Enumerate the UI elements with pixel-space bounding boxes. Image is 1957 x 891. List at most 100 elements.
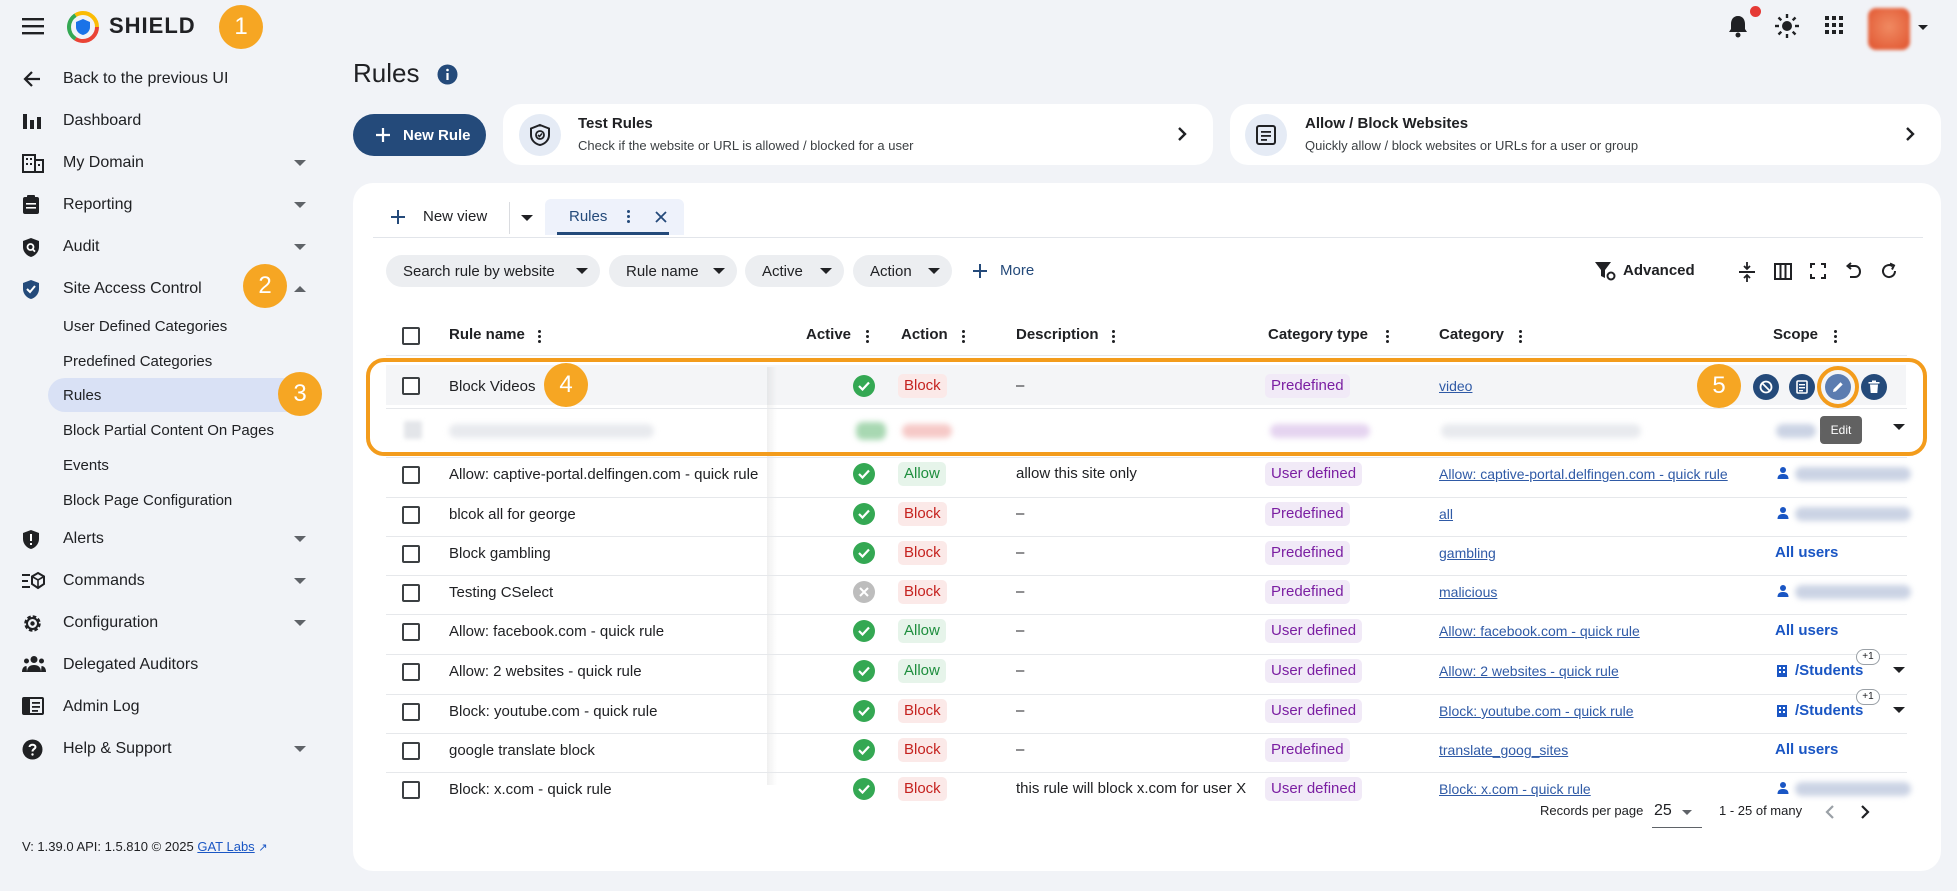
prev-page-icon[interactable] <box>1825 804 1835 820</box>
sidebar-item-configuration[interactable]: Configuration <box>0 604 330 642</box>
category-link[interactable]: Allow: 2 websites - quick rule <box>1439 663 1619 679</box>
category-link[interactable]: translate_goog_sites <box>1439 742 1569 758</box>
sidebar-item-audit[interactable]: Audit <box>0 228 330 266</box>
avatar[interactable] <box>1868 8 1910 50</box>
sidebar-sub-user-defined-categories[interactable]: User Defined Categories <box>63 318 228 335</box>
sidebar-item-dashboard[interactable]: Dashboard <box>0 102 330 140</box>
refresh-icon[interactable] <box>1880 262 1898 280</box>
category-link[interactable]: gambling <box>1439 545 1496 561</box>
scope-label[interactable]: All users <box>1775 622 1839 639</box>
row-divider <box>386 654 1907 655</box>
column-menu-icon[interactable] <box>1834 330 1838 344</box>
row-checkbox[interactable] <box>402 623 420 641</box>
undo-icon[interactable] <box>1844 262 1862 280</box>
sidebar-item-delegated-auditors[interactable]: Delegated Auditors <box>0 646 330 684</box>
avatar-caret-icon[interactable] <box>1918 25 1928 30</box>
sidebar-sub-predefined-categories[interactable]: Predefined Categories <box>63 353 213 370</box>
row-checkbox[interactable] <box>402 742 420 760</box>
column-menu-icon[interactable] <box>1112 330 1116 344</box>
sidebar-item-site-access-control[interactable]: Site Access Control <box>0 270 330 308</box>
advanced-filter-button[interactable]: Advanced <box>1594 260 1698 284</box>
scope-label[interactable]: All users <box>1775 544 1839 561</box>
sidebar-item-commands[interactable]: Commands <box>0 562 330 600</box>
log-icon <box>22 697 44 719</box>
sidebar-item-help-support[interactable]: Help & Support <box>0 730 330 768</box>
category-link[interactable]: Block: youtube.com - quick rule <box>1439 703 1634 719</box>
gat-labs-link[interactable]: GAT Labs <box>197 839 255 854</box>
column-menu-icon[interactable] <box>1386 330 1390 344</box>
new-rule-button[interactable]: New Rule <box>353 114 486 156</box>
info-icon[interactable] <box>437 64 458 85</box>
back-to-previous-ui[interactable]: Back to the previous UI <box>0 60 330 98</box>
col-header-description[interactable]: Description <box>1016 326 1099 343</box>
category-link[interactable]: malicious <box>1439 584 1498 600</box>
records-per-page-select[interactable]: 25 <box>1652 798 1702 828</box>
chevron-down-icon[interactable] <box>1893 424 1905 430</box>
category-link[interactable]: video <box>1439 378 1473 394</box>
row-checkbox[interactable] <box>402 506 420 524</box>
chevron-down-icon[interactable] <box>1893 667 1905 673</box>
allow-block-websites-card[interactable]: Allow / Block Websites Quickly allow / b… <box>1230 104 1941 165</box>
sidebar-item-admin-log[interactable]: Admin Log <box>0 688 330 726</box>
disable-rule-icon[interactable] <box>1753 374 1779 400</box>
column-menu-icon[interactable] <box>866 330 870 344</box>
sidebar-sub-block-page-configuration[interactable]: Block Page Configuration <box>63 492 233 509</box>
tab-rules[interactable]: Rules <box>545 199 684 235</box>
row-divider <box>386 733 1907 734</box>
col-header-rule-name[interactable]: Rule name <box>449 326 525 343</box>
filter-search-rule-by-website[interactable]: Search rule by website <box>386 255 600 287</box>
column-menu-icon[interactable] <box>538 330 542 344</box>
commands-icon <box>22 571 45 593</box>
sidebar-item-my-domain[interactable]: My Domain <box>0 144 330 182</box>
row-checkbox[interactable] <box>402 377 420 395</box>
col-header-category[interactable]: Category <box>1439 326 1505 343</box>
row-checkbox[interactable] <box>402 466 420 484</box>
external-link-icon: ↗ <box>258 842 268 854</box>
sidebar-sub-block-partial-content[interactable]: Block Partial Content On Pages <box>63 422 274 439</box>
select-all-checkbox[interactable] <box>402 327 420 345</box>
notifications-bell-icon[interactable] <box>1727 14 1749 38</box>
column-menu-icon[interactable] <box>1519 330 1523 344</box>
chevron-down-icon[interactable] <box>1893 707 1905 713</box>
action-badge: Allow <box>898 462 946 486</box>
col-header-category-type[interactable]: Category type <box>1268 326 1369 343</box>
col-header-action[interactable]: Action <box>901 326 948 343</box>
scope-label[interactable]: All users <box>1775 741 1839 758</box>
row-checkbox[interactable] <box>402 663 420 681</box>
columns-icon[interactable] <box>1774 263 1792 280</box>
scope-label[interactable]: /Students <box>1795 662 1864 679</box>
category-link[interactable]: Allow: facebook.com - quick rule <box>1439 623 1640 639</box>
sidebar-item-alerts[interactable]: Alerts <box>0 520 330 558</box>
row-checkbox[interactable] <box>402 545 420 563</box>
more-vert-icon[interactable] <box>627 210 630 223</box>
row-divider <box>386 694 1907 695</box>
row-checkbox[interactable] <box>402 781 420 799</box>
view-dropdown-icon[interactable] <box>521 215 533 221</box>
close-icon[interactable] <box>655 211 667 223</box>
theme-sun-icon[interactable] <box>1775 14 1799 38</box>
row-checkbox[interactable] <box>402 584 420 602</box>
fullscreen-icon[interactable] <box>1810 263 1826 279</box>
category-link[interactable]: Block: x.com - quick rule <box>1439 781 1591 797</box>
category-link[interactable]: all <box>1439 506 1454 522</box>
density-icon[interactable] <box>1738 261 1756 283</box>
sidebar-sub-events[interactable]: Events <box>63 457 109 474</box>
apps-grid-icon[interactable] <box>1825 16 1843 34</box>
category-link[interactable]: Allow: captive-portal.delfingen.com - qu… <box>1439 466 1728 482</box>
scope-label[interactable]: /Students <box>1795 702 1864 719</box>
details-icon[interactable] <box>1789 374 1815 400</box>
row-checkbox[interactable] <box>402 703 420 721</box>
col-header-scope[interactable]: Scope <box>1773 326 1819 343</box>
delete-trash-icon[interactable] <box>1861 374 1887 400</box>
filter-action[interactable]: Action <box>853 255 952 287</box>
filter-active[interactable]: Active <box>745 255 844 287</box>
action-badge: Block <box>898 699 947 723</box>
column-menu-icon[interactable] <box>962 330 966 344</box>
next-page-icon[interactable] <box>1860 804 1870 820</box>
filter-rule-name[interactable]: Rule name <box>609 255 737 287</box>
sidebar-sub-rules[interactable]: Rules <box>48 378 320 412</box>
sidebar-item-reporting[interactable]: Reporting <box>0 186 330 224</box>
test-rules-card[interactable]: Test Rules Check if the website or URL i… <box>503 104 1213 165</box>
menu-icon[interactable] <box>22 17 44 35</box>
col-header-active[interactable]: Active <box>806 326 852 343</box>
